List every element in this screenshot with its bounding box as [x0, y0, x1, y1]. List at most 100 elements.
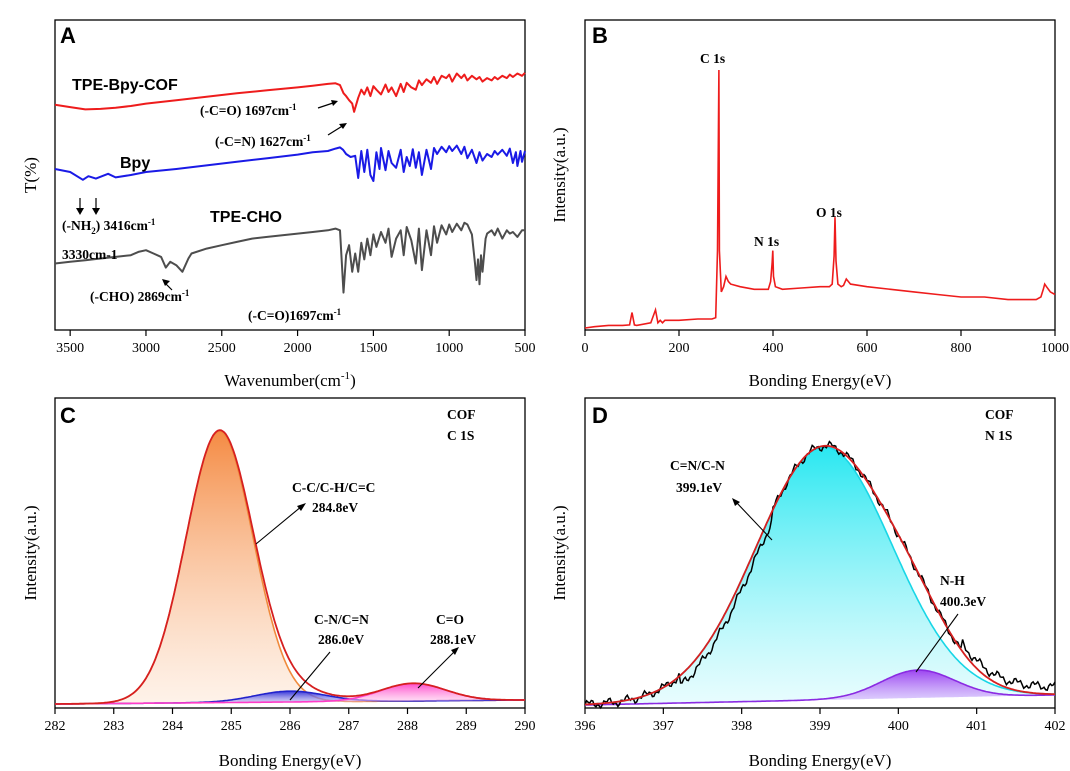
- panel-a-annotations: (-C=O) 1697cm-1 (-C=N) 1627cm-1 (-NH2) 3…: [62, 100, 347, 323]
- panel-c-label: C: [60, 403, 76, 428]
- peak-label-n1s: N 1s: [754, 234, 779, 249]
- x-tick-label: 800: [951, 341, 972, 356]
- peak-fill: [585, 670, 1055, 705]
- panel-d-series: [584, 440, 1056, 710]
- x-tick-label: 287: [338, 719, 359, 734]
- panel-a-label: A: [60, 23, 76, 48]
- x-tick-label: 600: [857, 341, 878, 356]
- panel-b-x-ticks: 0 200 400 600 800 1000: [582, 330, 1069, 356]
- panel-b-x-axis-label: Bonding Energy(eV): [749, 371, 892, 390]
- peak-curve: [55, 430, 525, 705]
- x-tick-label: 500: [515, 341, 536, 356]
- series-line: [54, 144, 526, 182]
- panel-a: A 3500 3000 2500 2000 1500 1000 500 Wavenumber…: [21, 19, 536, 390]
- x-tick-label: 397: [653, 719, 674, 734]
- peak-d2-energy: 400.3eV: [940, 594, 986, 609]
- peak-d1-name: C=N/C-N: [670, 458, 725, 473]
- x-tick-label: 288: [397, 719, 418, 734]
- panel-c-x-axis-label: Bonding Energy(eV): [219, 751, 362, 770]
- envelope-line: [55, 429, 525, 705]
- panel-b-label: B: [592, 23, 608, 48]
- x-tick-label: 289: [456, 719, 477, 734]
- arrow-head: [331, 100, 338, 106]
- panel-c: C 282 283 284 285 286 287 288 289 290 Bonding En…: [21, 397, 536, 770]
- panel-c-x-ticks: 282 283 284 285 286 287 288 289 290: [45, 708, 536, 734]
- peak-c1-energy: 284.8eV: [312, 500, 358, 515]
- x-tick-label: 2000: [284, 341, 312, 356]
- arrow-head: [732, 498, 740, 506]
- x-tick-label: 200: [669, 341, 690, 356]
- arrow-head: [339, 123, 347, 129]
- peak-c2-name: C-N/C=N: [314, 612, 369, 627]
- peak-label-o1s: O 1s: [816, 205, 842, 220]
- peak-c2-energy: 286.0eV: [318, 632, 364, 647]
- x-tick-label: 398: [731, 719, 752, 734]
- panel-a-series: [54, 72, 526, 294]
- series-line: [54, 221, 525, 294]
- x-tick-label: 1500: [359, 341, 387, 356]
- peak-d2-name: N-H: [940, 573, 965, 588]
- series-line: [584, 69, 1056, 329]
- x-tick-label: 400: [888, 719, 909, 734]
- x-tick-label: 283: [103, 719, 124, 734]
- envelope-line: [584, 444, 1056, 706]
- peak-fill: [55, 431, 525, 704]
- arrow-line: [417, 649, 457, 689]
- annotation-c-o-cof: (-C=O) 1697cm-1: [200, 102, 297, 118]
- arrow-head: [297, 503, 306, 511]
- annotation-cho: (-CHO) 2869cm-1: [90, 288, 190, 304]
- x-tick-label: 285: [221, 719, 242, 734]
- x-tick-label: 286: [280, 719, 301, 734]
- arrow-head: [92, 208, 100, 215]
- peak-fill: [585, 446, 1055, 705]
- arrow-line: [289, 651, 331, 701]
- panel-d-x-axis-label: Bonding Energy(eV): [749, 751, 892, 770]
- x-tick-label: 2500: [208, 341, 236, 356]
- panel-b: B 0 200 400 600 800 1000 Bonding Energy(eV) I…: [550, 19, 1069, 390]
- arrow-head: [162, 279, 170, 286]
- annotation-c-n-cof: (-C=N) 1627cm-1: [215, 133, 311, 149]
- panel-b-series: [584, 69, 1056, 329]
- raw-data-line: [584, 440, 1056, 710]
- series-line: [54, 72, 526, 113]
- panel-b-frame: [584, 19, 1056, 331]
- panel-c-series: [55, 429, 525, 705]
- annotation-3330: 3330cm-1: [62, 247, 118, 262]
- peak-c1-name: C-C/C-H/C=C: [292, 480, 375, 495]
- x-tick-label: 401: [966, 719, 987, 734]
- panel-a-x-axis-label: Wavenumber(cm-1): [224, 370, 355, 390]
- panel-a-frame: [54, 19, 526, 331]
- panel-d-x-ticks: 396 397 398 399 400 401 402: [575, 708, 1066, 734]
- panel-c-y-axis-label: Intensity(a.u.): [21, 505, 40, 600]
- region-label: N 1S: [985, 428, 1012, 443]
- peak-c3-name: C=O: [436, 612, 464, 627]
- panel-d: D 396 397 398 399 400 401 402 Bonding Energy(e…: [550, 397, 1066, 770]
- panel-d-y-axis-label: Intensity(a.u.): [550, 505, 569, 600]
- sample-label: COF: [985, 407, 1014, 422]
- region-label: C 1S: [447, 428, 474, 443]
- peak-d1-energy: 399.1eV: [676, 480, 722, 495]
- x-tick-label: 402: [1045, 719, 1066, 734]
- series-label-tpe-bpy-cof: TPE-Bpy-COF: [72, 77, 178, 94]
- peak-c3-energy: 288.1eV: [430, 632, 476, 647]
- panel-a-x-ticks: 3500 3000 2500 2000 1500 1000 500: [56, 330, 536, 356]
- arrow-line: [735, 501, 773, 541]
- x-tick-label: 282: [45, 719, 66, 734]
- peak-label-c1s: C 1s: [700, 51, 725, 66]
- arrow-line: [915, 613, 959, 673]
- x-tick-label: 1000: [435, 341, 463, 356]
- x-tick-label: 0: [582, 341, 589, 356]
- peak-fill: [55, 691, 525, 704]
- x-tick-label: 284: [162, 719, 183, 734]
- panel-b-y-axis-label: Intensity(a.u.): [550, 127, 569, 222]
- x-tick-label: 1000: [1041, 341, 1069, 356]
- sample-label: COF: [447, 407, 476, 422]
- arrow-head: [451, 647, 459, 655]
- series-label-tpe-cho: TPE-CHO: [210, 209, 282, 226]
- x-tick-label: 3000: [132, 341, 160, 356]
- panel-d-label: D: [592, 403, 608, 428]
- x-tick-label: 3500: [56, 341, 84, 356]
- x-tick-label: 290: [515, 719, 536, 734]
- series-label-bpy: Bpy: [120, 155, 150, 172]
